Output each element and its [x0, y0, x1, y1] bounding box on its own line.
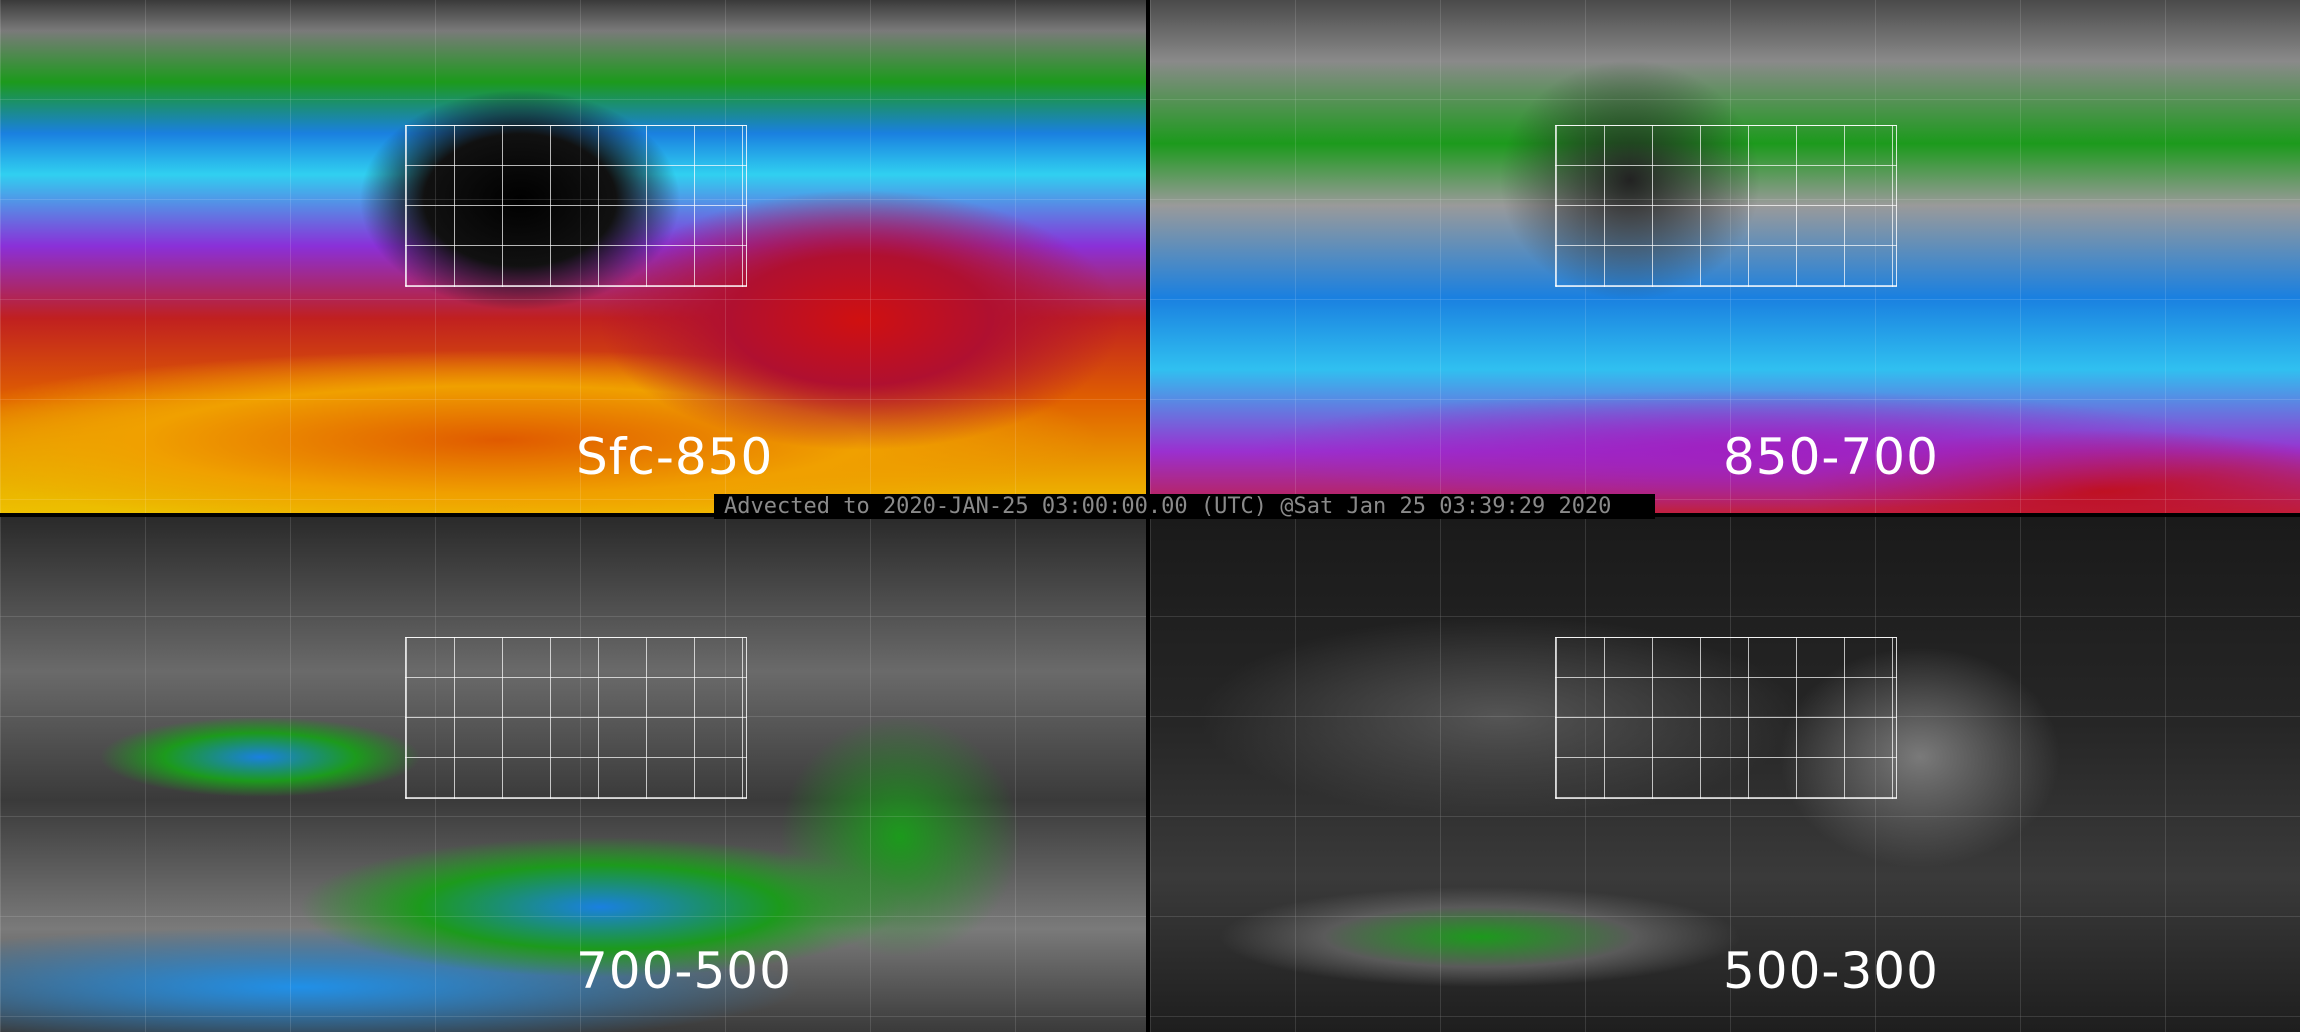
us-state-borders	[405, 637, 747, 799]
panel-label: 700-500	[576, 942, 792, 1000]
timestamp-banner: Advected to 2020-JAN-25 03:00:00.00 (UTC…	[714, 494, 1655, 519]
panel-500-300: 500-300	[1150, 517, 2300, 1032]
panel-700-500: 700-500	[0, 517, 1146, 1032]
panel-label: 500-300	[1723, 942, 1939, 1000]
panel-label: 850-700	[1723, 428, 1939, 486]
panel-850-700: 850-700	[1150, 0, 2300, 513]
us-state-borders	[1555, 637, 1897, 799]
panel-label: Sfc-850	[576, 428, 774, 486]
us-state-borders	[405, 125, 747, 287]
panel-sfc-850: Sfc-850	[0, 0, 1146, 513]
us-state-borders	[1555, 125, 1897, 287]
